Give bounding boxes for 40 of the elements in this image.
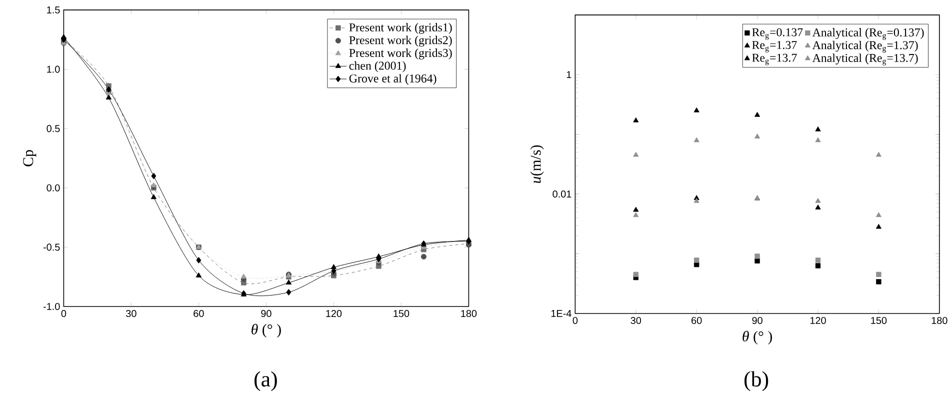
x-tick-label: 60	[692, 316, 702, 324]
y-tick-label: 1E-4	[551, 310, 572, 317]
y-tick-label: 1.5	[47, 6, 60, 14]
y-tick-label: 0.5	[46, 125, 60, 132]
x-tick-label: 30	[126, 310, 136, 318]
x-tick-label: 180	[932, 316, 948, 324]
x-axis-title: θ (° )	[252, 324, 281, 338]
legend-label: Present work (grids3)	[349, 48, 452, 60]
x-axis-title: θ (° )	[742, 330, 772, 344]
y-tick-label: -1.0	[43, 302, 60, 310]
x-tick-label: 150	[871, 316, 887, 324]
x-tick-label: 90	[261, 310, 272, 318]
x-tick-label: 120	[810, 316, 826, 324]
legend-label: Analytical (Re$_{g}$=13.7)	[812, 54, 918, 66]
x-tick-label: 60	[194, 310, 204, 318]
legend-label: Re$_{g}$=0.137	[752, 28, 803, 40]
x-tick-label: 0	[61, 310, 66, 318]
x-tick-label: 120	[326, 310, 342, 318]
x-tick-label: 150	[394, 310, 410, 318]
x-tick-label: 30	[630, 316, 642, 324]
legend-label: Re$_{g}$=1.37	[752, 40, 797, 52]
x-tick-label: 0	[572, 316, 578, 324]
legend-label: Grove et al (1964)	[349, 74, 436, 85]
x-tick-label: 180	[461, 310, 477, 318]
x-tick-label: 90	[752, 316, 762, 324]
y-tick-label: 0.01	[552, 190, 572, 198]
text: (a)	[254, 371, 277, 392]
legend-label: chen (2001)	[349, 61, 406, 72]
y-axis-title: u(m/s)	[530, 145, 544, 183]
legend-label: Present work (grids2)	[349, 36, 452, 47]
y-axis-title: Cp	[23, 150, 36, 166]
y-tick-label: -0.5	[43, 244, 60, 251]
y-tick-label: 1	[566, 71, 572, 78]
y-tick-label: 1.0	[47, 66, 60, 73]
legend-label: Present work (grids1)	[349, 23, 452, 34]
text: (b)	[744, 371, 768, 392]
legend-label: Analytical (Re$_{g}$=0.137)	[812, 28, 924, 40]
legend-label: Analytical (Re$_{g}$=1.37)	[812, 40, 918, 53]
y-tick-label: 0.0	[46, 184, 60, 192]
legend-label: Re$_{g}$=13.7	[752, 54, 797, 66]
